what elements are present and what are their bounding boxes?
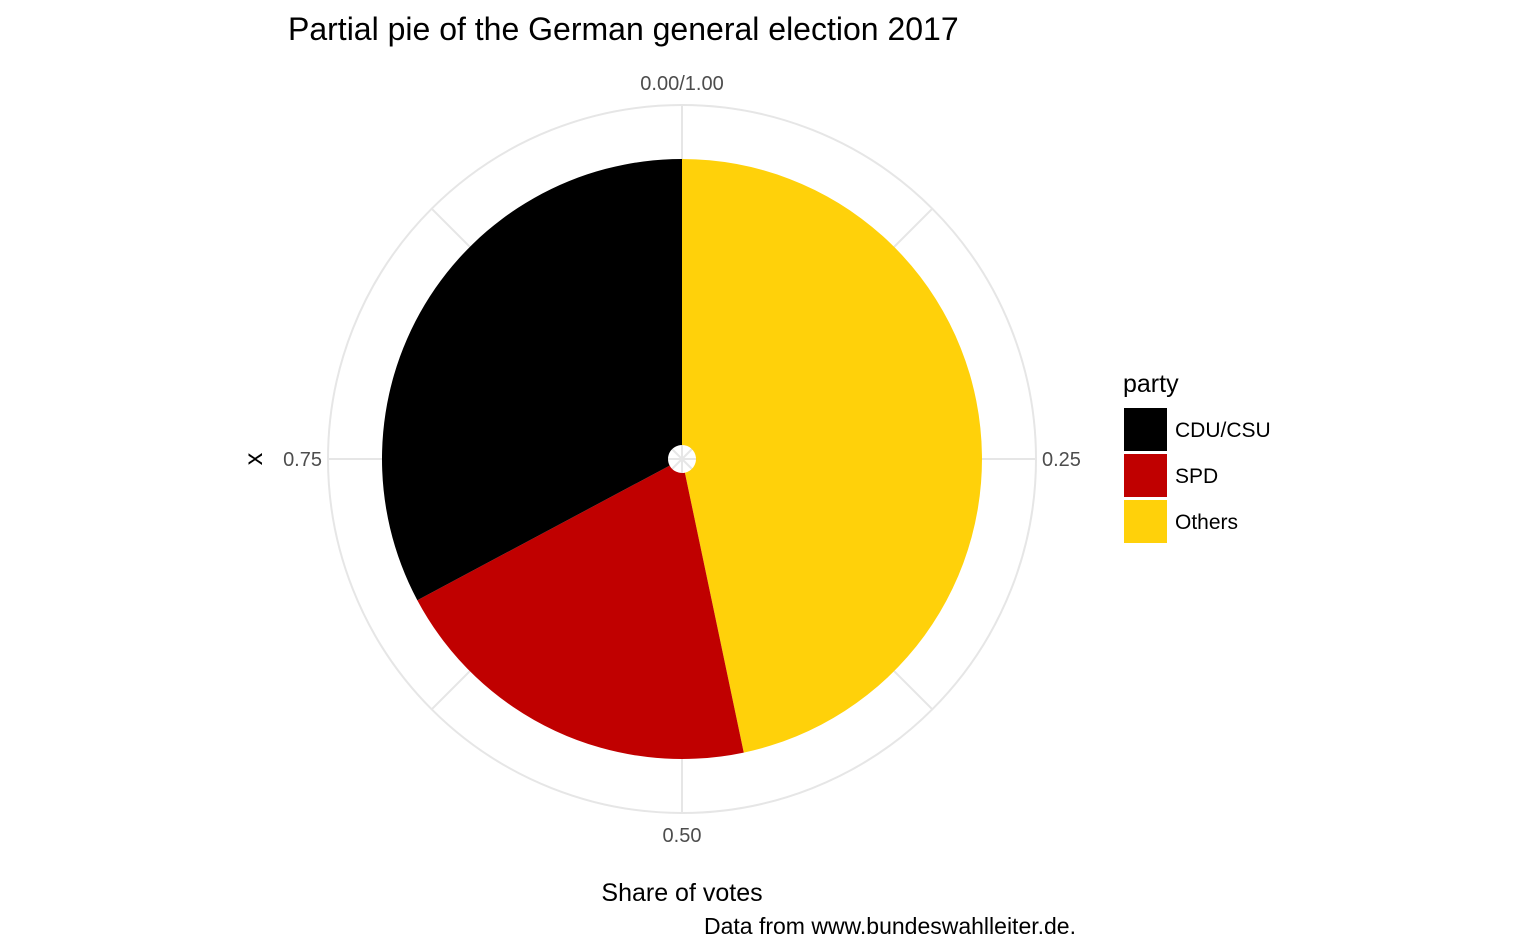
pie-slice-others [682, 159, 982, 753]
legend-swatch-cdu-csu [1124, 408, 1167, 451]
legend: party CDU/CSU SPD Others [1123, 370, 1271, 543]
legend-label-others: Others [1175, 511, 1238, 534]
chart-caption: Data from www.bundeswahlleiter.de. [704, 913, 1076, 939]
angle-tick-label: 0.00/1.00 [640, 73, 723, 95]
x-axis-title: Share of votes [601, 879, 762, 907]
pie-slice-spd [417, 465, 744, 759]
y-axis-title: x [240, 452, 268, 465]
legend-label-spd: SPD [1175, 465, 1218, 488]
legend-title: party [1123, 370, 1179, 398]
legend-items: CDU/CSU SPD Others [1124, 408, 1271, 543]
angle-tick-label: 0.25 [1042, 449, 1081, 471]
angle-tick-label: 0.75 [283, 449, 322, 471]
angle-tick-labels: 0.00/1.00 0.25 0.50 0.75 [283, 73, 1081, 847]
angle-tick-label: 0.50 [663, 825, 702, 847]
legend-swatch-spd [1124, 454, 1167, 497]
pie-slice-cdu-csu [381, 159, 682, 601]
legend-label-cdu-csu: CDU/CSU [1175, 419, 1271, 442]
pie-slices [381, 159, 982, 759]
chart-title: Partial pie of the German general electi… [288, 11, 959, 47]
legend-swatch-others [1124, 500, 1167, 543]
